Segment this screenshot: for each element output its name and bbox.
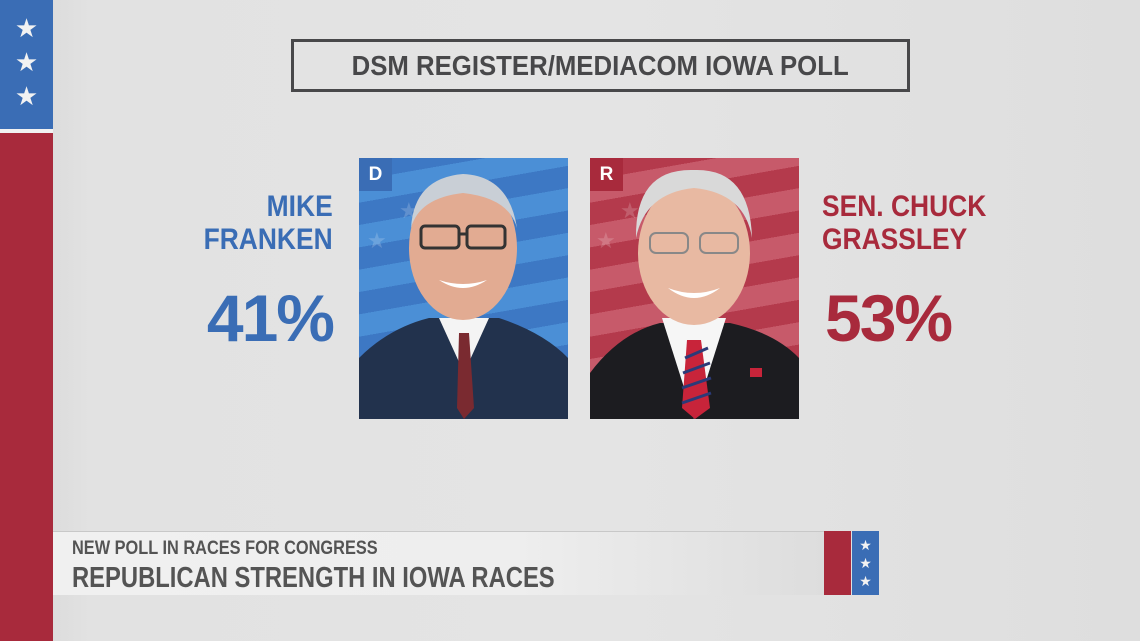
lower-third-headline: REPUBLICAN STRENGTH IN IOWA RACES [72, 562, 555, 594]
dem-candidate-name: MIKE FRANKEN [204, 190, 333, 256]
rep-candidate-photo: ★ ★ R [590, 158, 799, 419]
graphic-title: DSM REGISTER/MEDIACOM IOWA POLL [351, 49, 850, 81]
flag-star-icon: ★ [620, 198, 640, 223]
dem-name-line1: MIKE [267, 190, 333, 223]
star-icon: ★ [859, 573, 872, 589]
left-flag-stripe: ★ ★ ★ [0, 0, 53, 641]
rep-name-line2: GRASSLEY [822, 223, 968, 256]
party-badge-r: R [590, 158, 623, 191]
flag-star-icon: ★ [367, 228, 387, 253]
dem-percent: 41% [206, 281, 335, 355]
flag-red-field [0, 133, 53, 641]
star-icon: ★ [859, 555, 872, 571]
rep-portrait-icon [590, 169, 799, 419]
flag-divider [0, 129, 53, 133]
flag-star-icon: ★ [596, 228, 616, 253]
dem-name-line2: FRANKEN [203, 223, 333, 256]
dem-candidate-photo: ★ ★ D [359, 158, 568, 419]
star-icon: ★ [859, 537, 872, 553]
lower-third-red-block [824, 531, 851, 595]
graphic-title-box: DSM REGISTER/MEDIACOM IOWA POLL [291, 39, 910, 92]
rep-name-line1: SEN. CHUCK [822, 190, 987, 223]
lower-third-kicker: NEW POLL IN RACES FOR CONGRESS [72, 538, 378, 559]
dem-portrait-icon [359, 174, 568, 419]
party-badge-d: D [359, 158, 392, 191]
rep-percent: 53% [825, 281, 953, 355]
lower-third-blue-block: ★ ★ ★ [852, 531, 879, 595]
rep-candidate-name: SEN. CHUCK GRASSLEY [822, 190, 986, 256]
lower-third-banner: NEW POLL IN RACES FOR CONGRESS REPUBLICA… [53, 531, 824, 595]
star-icon: ★ [14, 47, 39, 77]
star-icon: ★ [14, 81, 39, 111]
star-icon: ★ [14, 13, 39, 43]
flag-blue-field: ★ ★ ★ [0, 0, 53, 129]
